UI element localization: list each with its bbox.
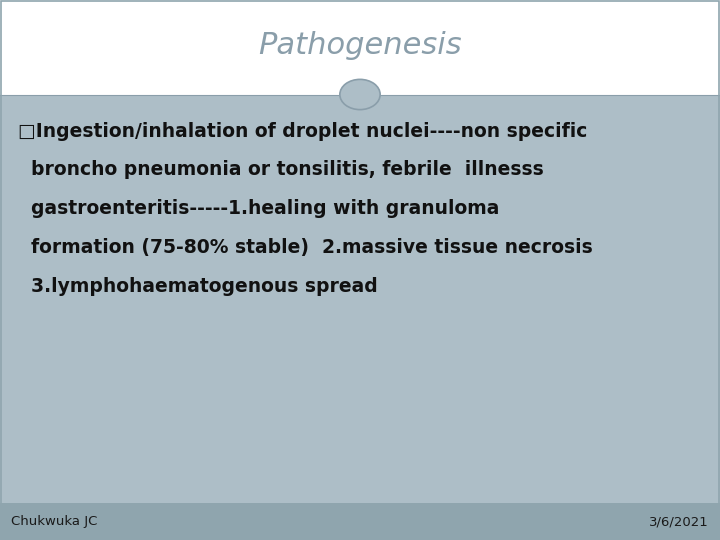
Text: □Ingestion/inhalation of droplet nuclei----non specific: □Ingestion/inhalation of droplet nuclei-… [18,122,588,140]
FancyBboxPatch shape [0,94,720,503]
Text: formation (75-80% stable)  2.massive tissue necrosis: formation (75-80% stable) 2.massive tiss… [18,238,593,257]
FancyBboxPatch shape [0,0,720,94]
Text: broncho pneumonia or tonsilitis, febrile  illnesss: broncho pneumonia or tonsilitis, febrile… [18,160,544,179]
Text: gastroenteritis-----1.healing with granuloma: gastroenteritis-----1.healing with granu… [18,199,500,218]
Circle shape [340,79,380,110]
FancyBboxPatch shape [0,503,720,540]
Text: 3.lymphohaematogenous spread: 3.lymphohaematogenous spread [18,277,378,296]
Text: Pathogenesis: Pathogenesis [258,31,462,60]
Text: Chukwuka JC: Chukwuka JC [11,515,97,528]
Text: 3/6/2021: 3/6/2021 [649,515,709,528]
